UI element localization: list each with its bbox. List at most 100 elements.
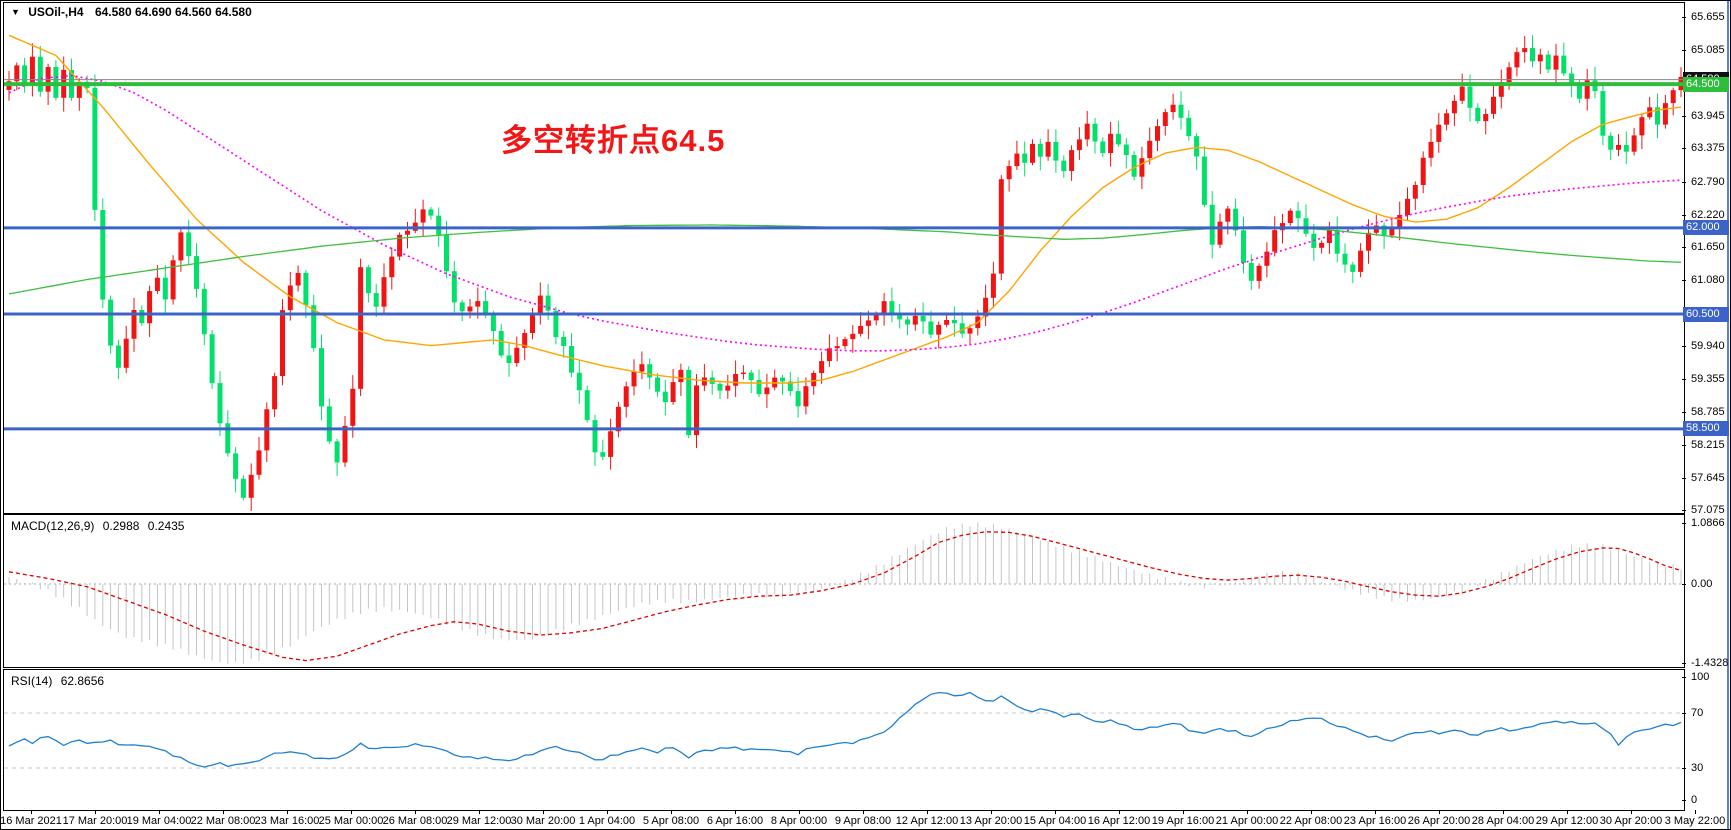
- rsi-canvas[interactable]: [4, 670, 1684, 810]
- time-axis-label: 26 Apr 20:00: [1407, 815, 1471, 827]
- time-axis-label: 26 Mar 08:00: [382, 815, 448, 827]
- price-axis-tick: [1682, 412, 1686, 413]
- time-axis-tick: [31, 810, 32, 814]
- time-axis-tick: [799, 810, 800, 814]
- rsi-panel[interactable]: RSI(14) 62.8656: [3, 669, 1685, 811]
- chart-annotation-text[interactable]: 多空转折点64.5: [501, 123, 726, 158]
- rsi-value: 62.8656: [60, 674, 105, 688]
- price-axis-label: 59.940: [1691, 340, 1725, 352]
- panel-divider[interactable]: [1, 667, 1730, 669]
- time-axis-tick: [1183, 810, 1184, 814]
- time-axis-tick: [543, 810, 544, 814]
- macd-label: MACD(12,26,9) 0.2988 0.2435: [11, 519, 189, 533]
- hline-price-tag[interactable]: 62.000: [1683, 220, 1729, 235]
- hline-price-tag[interactable]: 64.500: [1683, 77, 1729, 92]
- time-axis-tick: [1119, 810, 1120, 814]
- price-chart-panel[interactable]: ▼ USOil-,H4 64.580 64.690 64.560 64.580 …: [3, 2, 1685, 514]
- time-axis-tick: [735, 810, 736, 814]
- time-axis-tick: [991, 810, 992, 814]
- hline-price-tag[interactable]: 60.500: [1683, 307, 1729, 322]
- macd-axis-label: 1.0866: [1691, 517, 1725, 529]
- rsi-axis-tick: [1682, 800, 1686, 801]
- time-axis-tick: [927, 810, 928, 814]
- symbol-period-label: USOil-,H4: [28, 5, 84, 19]
- price-chart-canvas[interactable]: [4, 3, 1684, 513]
- price-axis-tick: [1682, 182, 1686, 183]
- macd-axis-tick: [1682, 523, 1686, 524]
- price-axis-tick: [1682, 17, 1686, 18]
- price-axis-tick: [1682, 510, 1686, 511]
- price-axis-label: 65.085: [1691, 44, 1725, 56]
- time-axis-tick: [1247, 810, 1248, 814]
- price-axis-label: 62.220: [1691, 209, 1725, 221]
- time-axis-tick: [1567, 810, 1568, 814]
- ohlc-readout: 64.580 64.690 64.560 64.580: [94, 5, 252, 19]
- time-axis-label: 9 Apr 08:00: [834, 815, 892, 827]
- time-axis-tick: [863, 810, 864, 814]
- price-axis-label: 59.355: [1691, 373, 1725, 385]
- time-axis: 16 Mar 2021 17 Mar 20:00 19 Mar 04:00 22 Ma…: [1, 810, 1730, 829]
- price-axis-tick: [1682, 116, 1686, 117]
- time-axis-label: 6 Apr 16:00: [706, 815, 764, 827]
- time-axis-label: 12 Apr 12:00: [895, 815, 959, 827]
- price-axis-tick: [1682, 247, 1686, 248]
- time-axis-label: 16 Apr 12:00: [1087, 815, 1151, 827]
- macd-canvas[interactable]: [4, 515, 1684, 667]
- price-axis-tick: [1682, 379, 1686, 380]
- hline-price-tag[interactable]: 58.500: [1683, 421, 1729, 436]
- price-axis-tick: [1682, 280, 1686, 281]
- price-axis-label: 58.215: [1691, 439, 1725, 451]
- time-axis-tick: [415, 810, 416, 814]
- time-axis-tick: [671, 810, 672, 814]
- panel-divider[interactable]: [1, 512, 1730, 514]
- price-axis-label: 57.645: [1691, 472, 1725, 484]
- rsi-axis-tick: [1682, 677, 1686, 678]
- macd-axis-label: -1.4328: [1691, 657, 1729, 669]
- time-axis-label: 19 Apr 16:00: [1151, 815, 1215, 827]
- time-axis-label: 1 Apr 04:00: [578, 815, 636, 827]
- rsi-axis-label: 70: [1691, 707, 1704, 719]
- price-axis: 65.655 65.085 63.945 63.375 62.790 62.220 61.6…: [1682, 1, 1730, 809]
- time-axis-label: 5 Apr 08:00: [642, 815, 700, 827]
- time-axis-label: 25 Mar 00:00: [318, 815, 384, 827]
- time-axis-label: 17 Mar 20:00: [62, 815, 128, 827]
- rsi-axis-label: 30: [1691, 762, 1704, 774]
- price-axis-label: 62.790: [1691, 176, 1725, 188]
- time-axis-label: 23 Mar 16:00: [254, 815, 320, 827]
- macd-axis-label: 0.00: [1691, 578, 1713, 590]
- time-axis-label: 23 Apr 16:00: [1343, 815, 1407, 827]
- price-axis-label: 58.785: [1691, 406, 1725, 418]
- macd-axis-tick: [1682, 663, 1686, 664]
- time-axis-tick: [95, 810, 96, 814]
- time-axis-tick: [1695, 810, 1696, 814]
- macd-axis-tick: [1682, 584, 1686, 585]
- time-axis-tick: [159, 810, 160, 814]
- price-axis-label: 57.075: [1691, 504, 1725, 516]
- price-axis-tick: [1682, 215, 1686, 216]
- price-axis-tick: [1682, 478, 1686, 479]
- rsi-label: RSI(14) 62.8656: [11, 674, 109, 688]
- price-axis-label: 61.080: [1691, 274, 1725, 286]
- price-axis-label: 63.945: [1691, 110, 1725, 122]
- macd-panel[interactable]: MACD(12,26,9) 0.2988 0.2435: [3, 514, 1685, 668]
- time-axis-tick: [479, 810, 480, 814]
- collapse-arrow-icon[interactable]: ▼: [11, 7, 20, 17]
- time-axis-tick: [1375, 810, 1376, 814]
- time-axis-tick: [1503, 810, 1504, 814]
- rsi-axis-label: 100: [1691, 671, 1710, 683]
- rsi-axis-label: 0: [1691, 794, 1698, 806]
- price-axis-label: 61.650: [1691, 241, 1725, 253]
- rsi-axis-tick: [1682, 713, 1686, 714]
- time-axis-label: 15 Apr 04:00: [1023, 815, 1087, 827]
- price-axis-tick: [1682, 148, 1686, 149]
- time-axis-label: 19 Mar 04:00: [126, 815, 192, 827]
- time-axis-tick: [1311, 810, 1312, 814]
- time-axis-label: 30 Apr 20:00: [1599, 815, 1663, 827]
- time-axis-tick: [1439, 810, 1440, 814]
- macd-name: MACD(12,26,9): [11, 519, 95, 533]
- time-axis-tick: [1055, 810, 1056, 814]
- chart-title: ▼ USOil-,H4 64.580 64.690 64.560 64.580: [11, 5, 252, 19]
- time-axis-tick: [351, 810, 352, 814]
- time-axis-label: 3 May 22:00: [1664, 815, 1726, 827]
